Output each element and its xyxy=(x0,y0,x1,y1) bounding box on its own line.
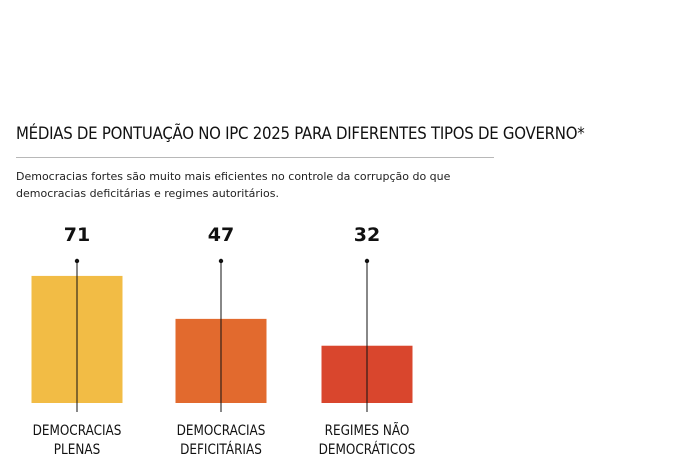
value-label-1: 71 xyxy=(64,224,90,246)
title-divider xyxy=(16,157,494,158)
category-label-3-line-1: REGIMES NÃO xyxy=(325,422,410,439)
leader-dot-3 xyxy=(364,258,370,264)
chart-subtitle: Democracias fortes são muito mais eficie… xyxy=(16,170,451,200)
leader-dot-2 xyxy=(218,258,224,264)
value-label-3: 32 xyxy=(354,224,380,246)
category-label-3-line-2: DEMOCRÁTICOS xyxy=(319,441,416,458)
category-label-2-line-2: DEFICITÁRIAS xyxy=(180,441,262,458)
chart-title: MÉDIAS DE PONTUAÇÃO NO IPC 2025 PARA DIF… xyxy=(16,124,585,144)
value-label-2: 47 xyxy=(208,224,234,246)
category-label-1-line-2: PLENAS xyxy=(54,442,100,458)
leader-dot-1 xyxy=(74,258,80,264)
category-label-2-line-1: DEMOCRACIAS xyxy=(177,423,266,439)
category-label-1-line-1: DEMOCRACIAS xyxy=(33,423,122,439)
